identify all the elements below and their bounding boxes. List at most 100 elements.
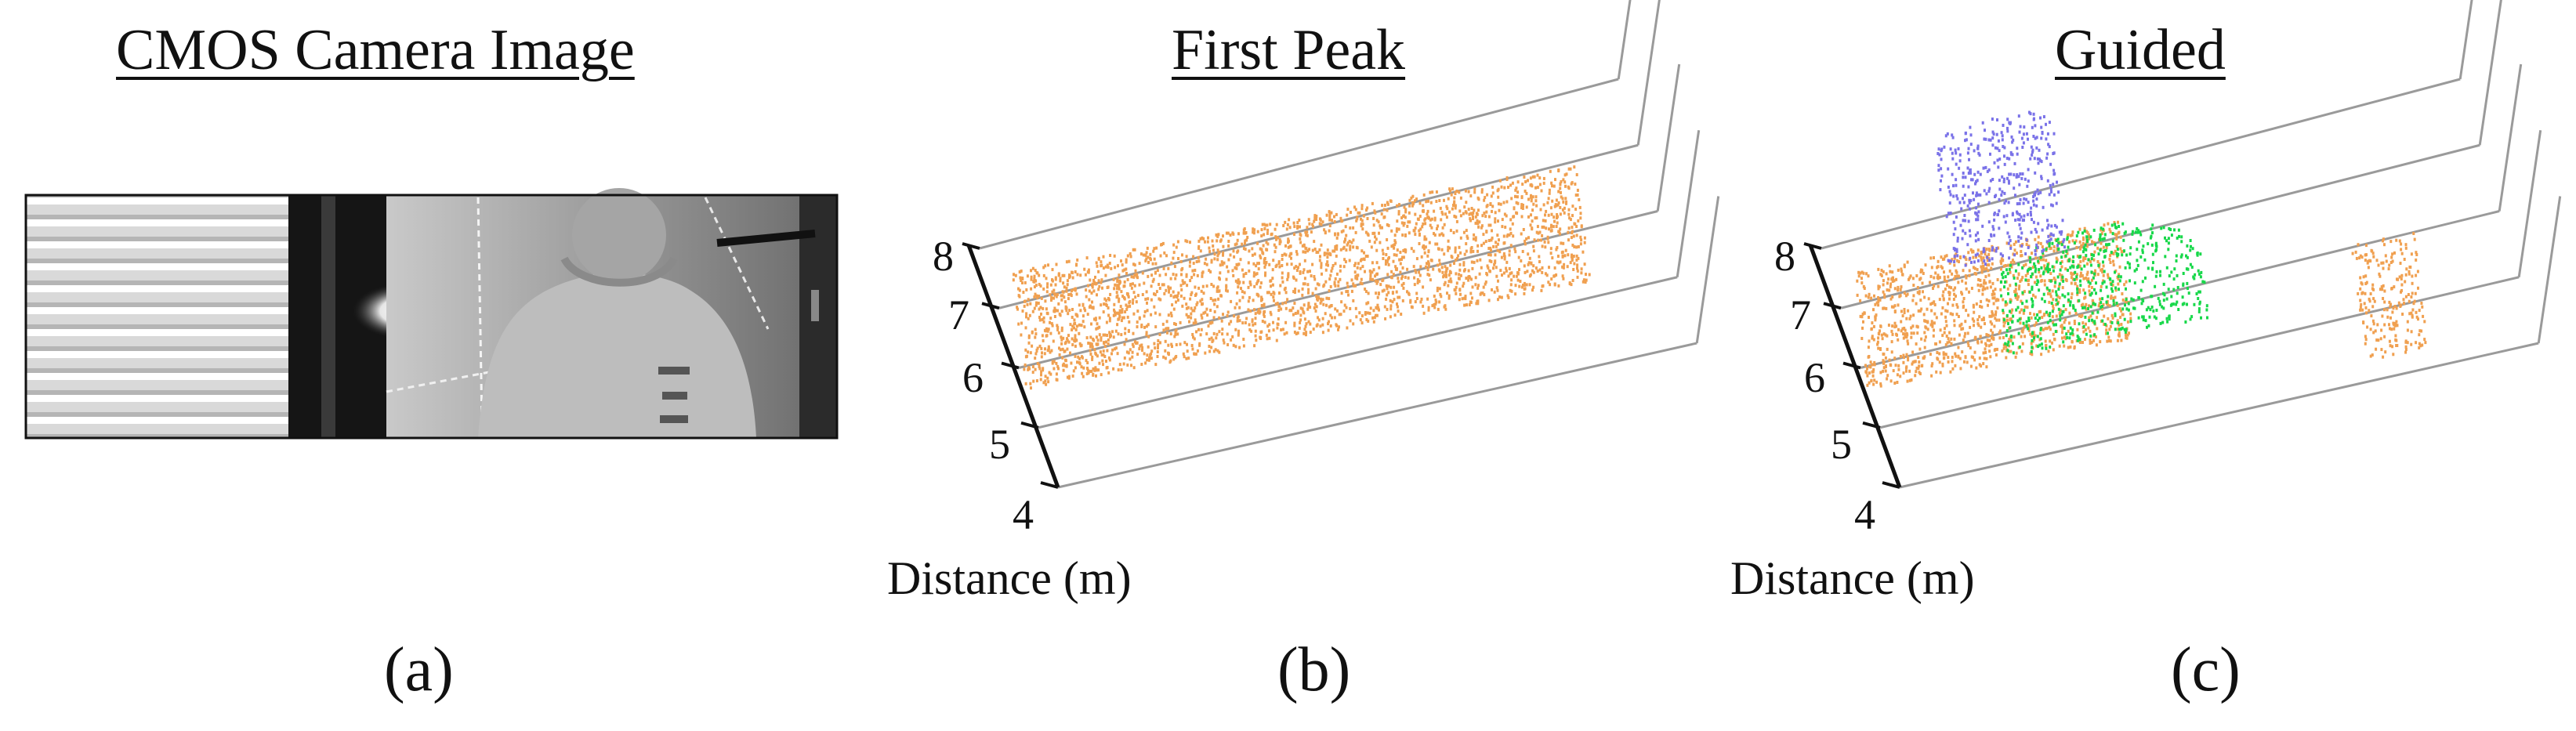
data-point (1528, 256, 1531, 260)
data-point (2004, 342, 2007, 346)
data-point (2042, 253, 2045, 257)
data-point (1284, 220, 1287, 224)
data-point (1962, 304, 1966, 308)
data-point (1109, 332, 1112, 336)
data-point (1563, 211, 1566, 215)
data-point (1964, 132, 1967, 136)
data-point (1447, 197, 1450, 201)
data-point (1973, 266, 1976, 270)
data-point (1984, 322, 1986, 326)
data-point (2109, 281, 2112, 285)
data-point (2014, 282, 2017, 286)
data-point (1572, 234, 1575, 238)
data-point (1027, 298, 1030, 302)
data-point (1953, 263, 1956, 267)
data-point (2093, 288, 2096, 291)
data-point (1045, 307, 1048, 311)
data-point (1424, 265, 1427, 269)
data-point (1524, 180, 1527, 183)
data-point (1341, 219, 1344, 223)
data-point (1966, 341, 1969, 345)
data-point (1951, 360, 1954, 364)
data-point (1511, 181, 1514, 185)
data-point (1201, 236, 1204, 240)
data-point (1451, 207, 1454, 211)
data-point (1024, 363, 1027, 367)
data-point (2126, 320, 2129, 324)
data-point (1278, 241, 1281, 244)
data-point (1918, 371, 1921, 375)
data-point (1407, 220, 1410, 224)
data-point (1333, 215, 1335, 219)
data-point (2020, 278, 2023, 282)
data-point (1952, 298, 1955, 301)
data-point (1360, 204, 1364, 208)
data-point (1976, 259, 1980, 262)
data-point (1438, 259, 1441, 262)
data-point (2054, 280, 2057, 284)
data-point (2359, 287, 2362, 291)
data-point (1295, 269, 1299, 272)
data-point (2404, 350, 2408, 354)
data-point (1420, 297, 1423, 301)
data-point (2059, 309, 2062, 313)
data-point (1445, 273, 1447, 277)
data-point (1056, 293, 1059, 296)
data-point (1992, 337, 1995, 341)
data-point (1064, 358, 1067, 362)
data-point (1864, 370, 1868, 374)
data-point (1901, 314, 1904, 318)
data-point (1554, 178, 1556, 182)
data-point (2061, 219, 2064, 223)
data-point (2364, 282, 2368, 285)
data-point (2055, 298, 2058, 302)
data-point (2081, 236, 2085, 240)
data-point (2064, 337, 2067, 341)
data-point (2037, 222, 2040, 226)
data-point (1149, 353, 1152, 357)
data-point (1567, 167, 1571, 171)
data-point (1883, 293, 1886, 297)
data-point (1515, 186, 1518, 190)
data-point (1954, 254, 1957, 258)
data-point (1944, 320, 1947, 324)
data-point (1575, 254, 1578, 258)
data-point (2052, 152, 2055, 155)
data-point (2046, 320, 2049, 324)
data-point (1195, 330, 1197, 334)
data-point (1455, 219, 1458, 223)
data-point (1504, 226, 1507, 229)
data-point (1948, 190, 1951, 194)
data-point (2025, 242, 2028, 246)
data-point (2065, 332, 2068, 336)
data-point (1046, 312, 1049, 316)
data-point (1290, 256, 1292, 260)
data-point (1444, 280, 1447, 284)
data-point (1102, 349, 1105, 353)
data-point (1334, 232, 1337, 236)
data-point (1577, 256, 1580, 260)
data-point (1056, 309, 1059, 313)
data-point (2082, 330, 2085, 334)
data-point (1242, 273, 1245, 277)
data-point (1513, 247, 1516, 251)
data-point (2085, 302, 2088, 306)
data-point (2049, 247, 2052, 251)
data-point (2096, 310, 2100, 314)
axis-tick (1882, 481, 1900, 489)
data-point (1980, 299, 1983, 303)
data-point (1982, 264, 1985, 268)
data-point (1976, 268, 1979, 272)
data-point (1299, 233, 1302, 237)
data-point (2100, 228, 2103, 232)
data-point (1885, 306, 1888, 310)
data-point (1172, 273, 1175, 277)
data-point (1114, 283, 1117, 287)
data-point (2059, 314, 2062, 318)
data-point (2103, 249, 2106, 253)
data-point (1444, 307, 1447, 311)
data-point (1441, 226, 1444, 230)
data-point (1190, 291, 1194, 295)
data-point (1354, 274, 1357, 278)
data-point (1248, 328, 1252, 331)
